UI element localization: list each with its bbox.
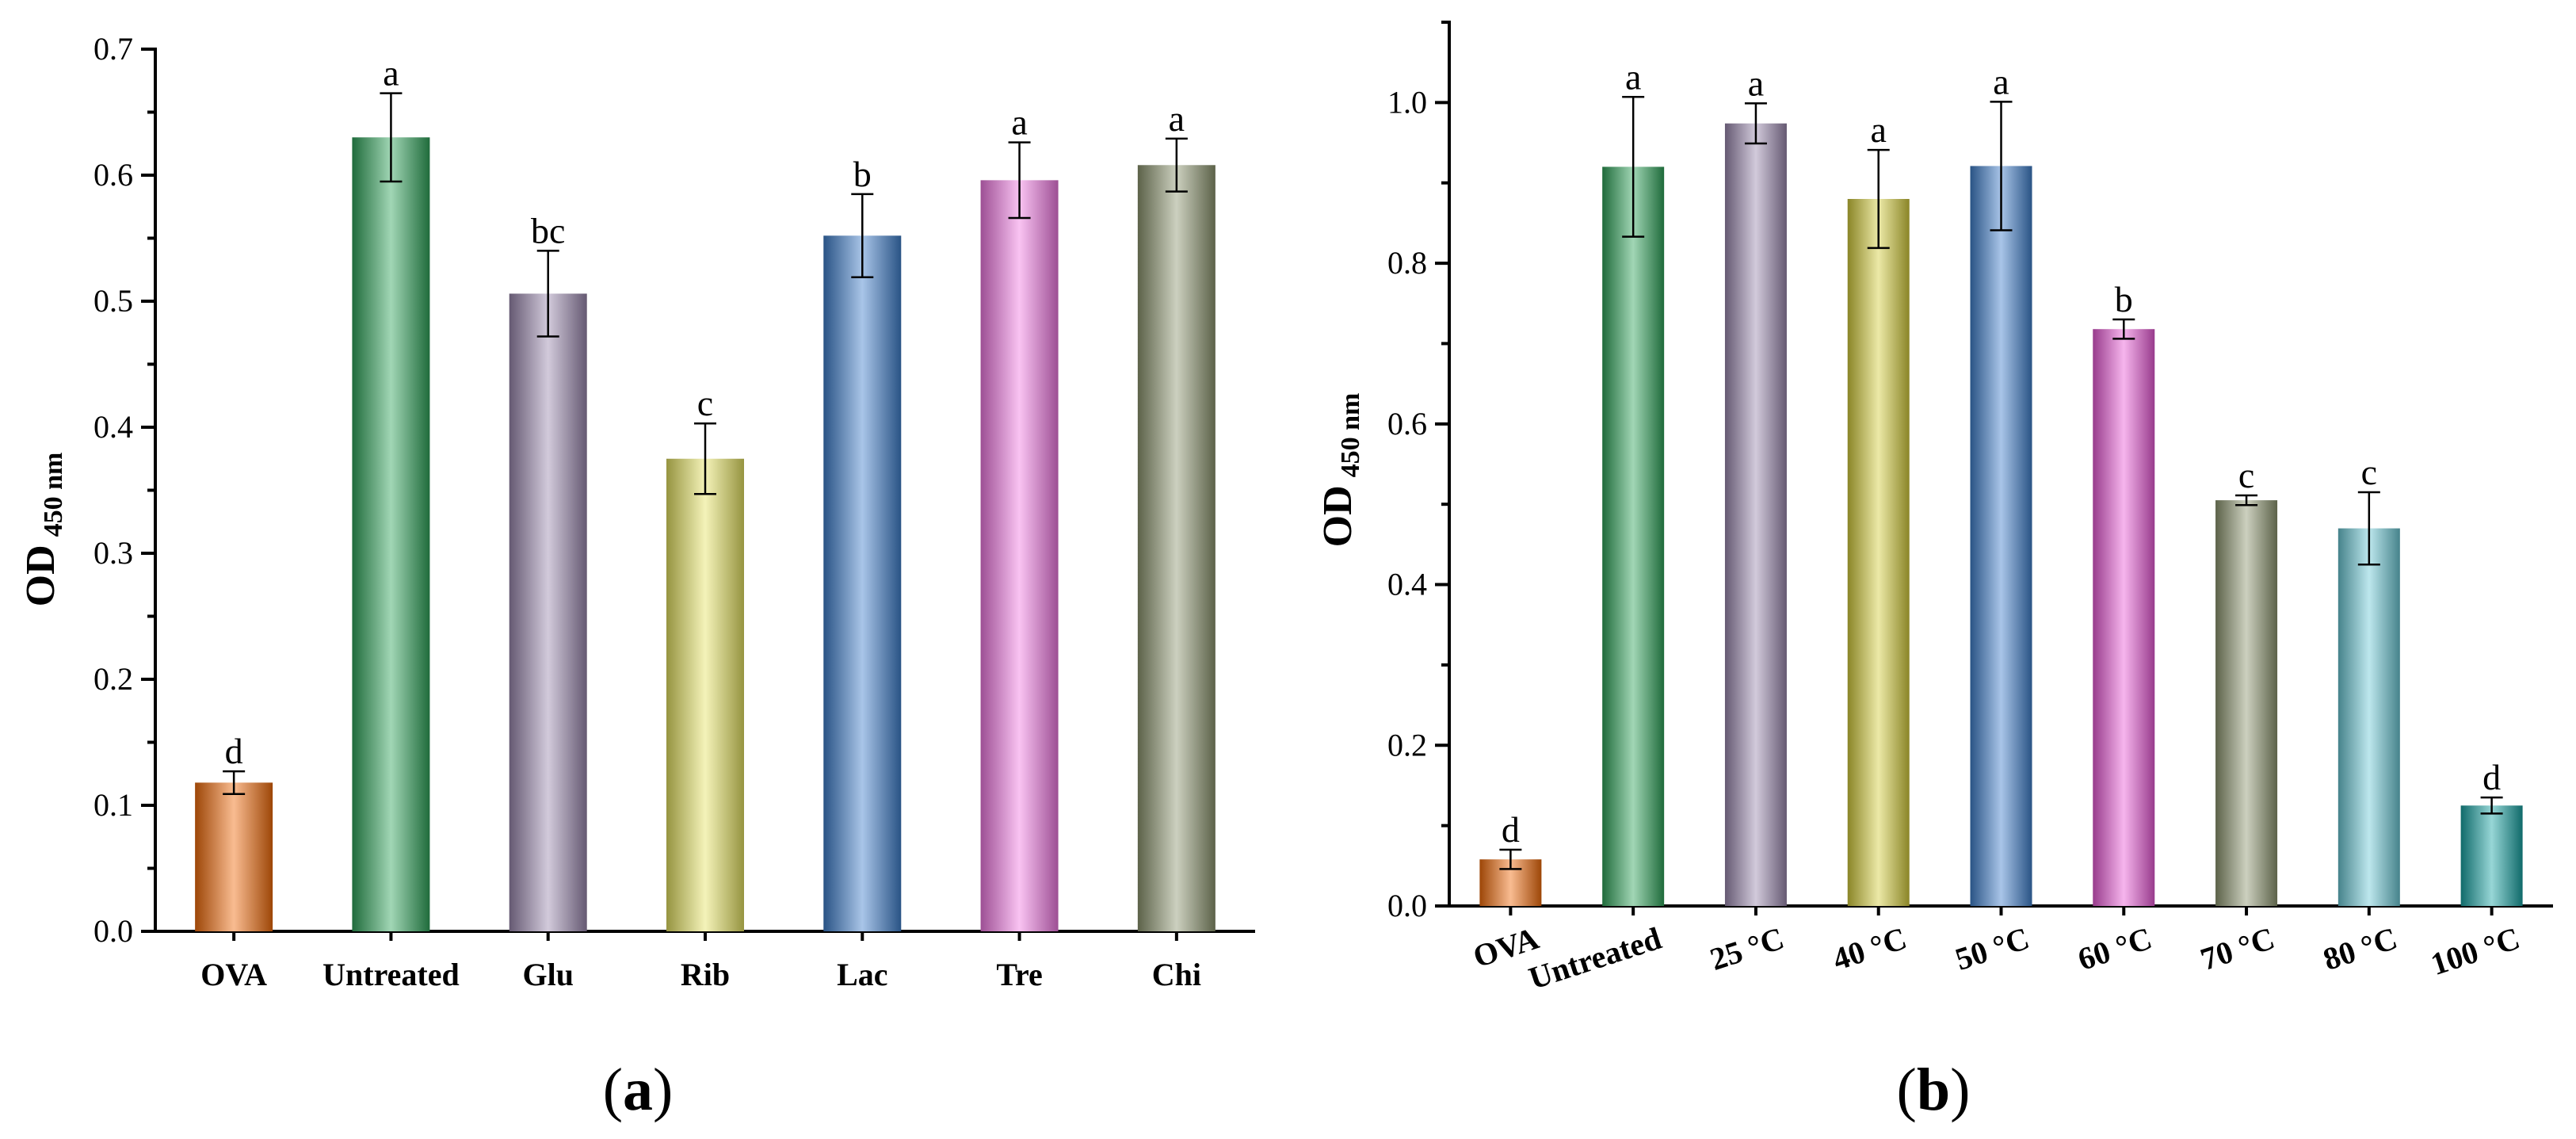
error-bar-a-5 [1008,141,1031,220]
y-tick-label: 0.6 [93,157,133,193]
significance-label: bc [531,210,565,250]
significance-label: a [1625,56,1641,97]
chart-panel-b: OD450 nm (b) 0.00.20.40.60.81.0dOVAaUntr… [1315,21,2553,1123]
x-tick-label: Untreated [1525,920,1666,996]
y-tick-label: 1.0 [1387,84,1427,120]
bar-b-5 [2093,329,2155,906]
x-tick-label: 100 °C [2426,920,2524,982]
significance-label: b [853,154,872,194]
y-tick-label: 0.3 [93,535,133,571]
error-bar-b-4 [1990,101,2013,231]
significance-label: a [383,53,399,94]
error-bar-b-3 [1867,148,1890,250]
y-axis-label-a: OD450 nm [18,453,68,607]
y-tick-label: 0.1 [93,787,133,823]
bar-b-1 [1602,166,1665,907]
y-tick-label: 0.4 [1387,567,1427,602]
y-tick-label: 0.0 [93,913,133,949]
bar-b-6 [2215,500,2278,906]
y-tick-label: 0.4 [93,409,133,445]
significance-label: a [1871,109,1887,150]
bar-a-1 [352,137,430,932]
error-bar-b-1 [1622,96,1645,238]
chart-panel-a: OD450 nm (a) 0.0 0.1 0.2 0.3 0.4 0.5 0.6 0.7 d OV… [18,31,1255,1123]
error-bar-b-7 [2357,491,2380,566]
error-bar-a-0 [223,770,246,795]
bar-a-4 [823,235,902,931]
significance-label: a [1748,63,1764,103]
significance-label: c [2238,455,2254,495]
error-bar-a-3 [694,422,716,495]
x-tick-label: 60 °C [2074,920,2156,977]
significance-label: d [2483,757,2501,797]
x-tick-label: Chi [1152,957,1201,992]
error-bar-b-8 [2480,796,2503,815]
x-tick-label: OVA [200,957,267,992]
x-tick-label: 40 °C [1828,920,1910,977]
error-bar-b-0 [1499,848,1522,870]
bar-b-2 [1724,123,1787,906]
significance-label: a [1011,102,1027,143]
x-tick-label: 25 °C [1706,920,1788,977]
x-tick-label: Tre [996,957,1043,992]
significance-label: c [697,383,713,423]
x-tick-label: 80 °C [2318,920,2401,977]
error-bar-a-4 [851,193,874,279]
x-tick-label: Glu [522,957,573,992]
y-axis-label-b: OD450 nm [1315,393,1365,548]
y-tick-label: 0.6 [1387,406,1427,441]
bar-b-8 [2460,805,2523,906]
significance-label: d [1502,809,1520,850]
y-tick-label: 0.8 [1387,245,1427,281]
error-bar-a-6 [1165,137,1188,193]
y-tick-label: 0.0 [1387,888,1427,923]
error-bar-b-6 [2235,494,2258,506]
bar-b-4 [1970,166,2032,906]
y-tick-label: 0.2 [93,661,133,697]
x-tick-label: 50 °C [1951,920,2033,977]
error-bar-a-1 [380,92,403,183]
y-tick-label: 0.5 [93,283,133,319]
error-bar-b-5 [2112,318,2135,340]
x-tick-label: Lac [837,957,887,992]
significance-label: c [2361,452,2377,492]
significance-label: b [2115,279,2133,319]
bar-a-0 [195,782,273,931]
bar-b-3 [1847,199,1910,906]
significance-label: a [1169,98,1185,139]
panel-label-a: (a) [603,1057,674,1123]
error-bar-b-2 [1744,102,1767,145]
bar-a-2 [509,293,587,932]
bar-a-5 [980,180,1059,932]
x-tick-label: Untreated [322,957,460,992]
bar-a-6 [1137,165,1215,931]
bar-b-7 [2337,528,2400,906]
significance-label: a [1993,61,2009,101]
y-tick-label: 0.2 [1387,727,1427,763]
y-tick-label: 0.7 [93,31,133,67]
panel-label-b: (b) [1897,1057,1971,1123]
x-tick-label: 70 °C [2196,920,2279,977]
significance-label: d [225,731,243,771]
bar-a-3 [666,458,744,931]
error-bar-a-2 [536,250,559,338]
x-tick-label: Rib [681,957,730,992]
